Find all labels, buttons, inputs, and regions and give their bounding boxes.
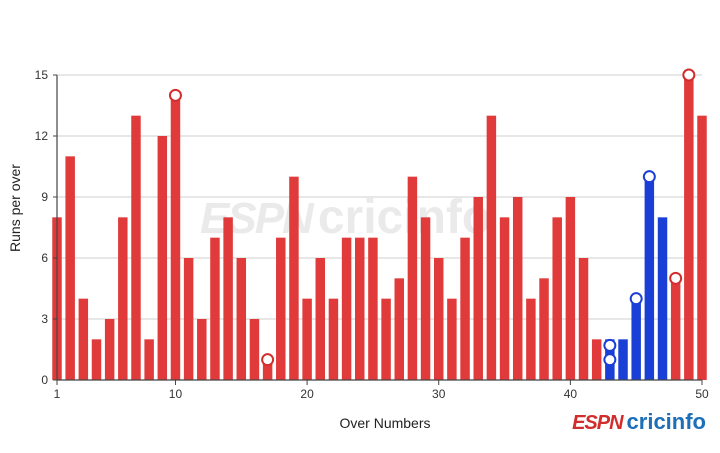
bar-over-31	[447, 298, 457, 380]
bar-over-49	[684, 75, 694, 380]
x-axis-title: Over Numbers	[339, 415, 430, 431]
grid-lines	[57, 74, 702, 320]
x-tick-label: 1	[54, 387, 61, 401]
bar-over-16	[249, 319, 260, 380]
bar-over-29	[420, 217, 431, 380]
espncricinfo-logo: ESPN cricinfo	[572, 409, 706, 435]
bar-over-39	[552, 217, 562, 380]
x-tick-label: 20	[300, 387, 314, 401]
bar-over-35	[499, 217, 510, 380]
bar-over-50	[697, 115, 707, 381]
bar-over-42	[591, 339, 602, 380]
x-tick-label: 30	[432, 387, 446, 401]
wicket-marker	[682, 68, 696, 82]
wicket-marker	[603, 338, 617, 352]
bar-over-17	[262, 359, 273, 380]
y-tick-label: 6	[41, 251, 48, 265]
bar-over-28	[407, 176, 418, 380]
wicket-marker	[669, 271, 683, 285]
bar-over-26	[381, 298, 391, 380]
bar-over-15	[236, 258, 247, 380]
bar-over-12	[197, 319, 207, 380]
bar-over-46	[644, 176, 655, 380]
bar-over-30	[433, 258, 444, 380]
bar-over-38	[539, 278, 549, 380]
x-tick-label: 40	[564, 387, 578, 401]
bar-over-20	[302, 298, 312, 380]
bars	[52, 75, 707, 381]
y-axis-title: Runs per over	[7, 164, 23, 252]
bar-over-14	[223, 217, 233, 380]
wicket-marker	[642, 170, 656, 184]
wicket-markers	[168, 68, 696, 367]
y-tick-label: 12	[35, 129, 49, 143]
bar-over-10	[170, 95, 181, 380]
bar-over-4	[91, 339, 102, 380]
bar-over-44	[618, 339, 628, 380]
wicket-marker	[603, 353, 617, 367]
bar-over-48	[670, 278, 681, 380]
bar-over-19	[289, 176, 299, 380]
bar-over-7	[131, 115, 141, 381]
bar-over-41	[578, 258, 589, 380]
bar-over-3	[78, 298, 89, 380]
bar-over-21	[315, 258, 326, 380]
bar-over-40	[565, 197, 576, 380]
bar-over-45	[631, 298, 641, 380]
bar-over-9	[157, 136, 168, 380]
bar-over-2	[65, 156, 75, 380]
bar-over-33	[473, 197, 483, 380]
bar-over-11	[183, 258, 194, 380]
y-tick-label: 15	[35, 68, 49, 82]
bar-over-18	[276, 237, 286, 380]
bar-over-8	[144, 339, 154, 380]
bar-over-32	[460, 237, 470, 380]
logo-espn: ESPN	[572, 412, 623, 434]
bar-over-37	[526, 298, 536, 380]
logo-cricinfo: cricinfo	[626, 409, 706, 434]
bar-over-47	[657, 217, 668, 380]
y-tick-label: 3	[41, 312, 48, 326]
x-tick-label: 10	[169, 387, 183, 401]
bar-over-36	[512, 197, 523, 380]
bar-over-6	[118, 217, 128, 380]
bar-over-24	[355, 237, 365, 380]
y-tick-label: 9	[41, 190, 48, 204]
bar-over-13	[210, 237, 220, 380]
y-tick-label: 0	[41, 373, 48, 387]
bar-over-22	[328, 298, 339, 380]
bar-over-25	[368, 237, 378, 380]
bar-over-5	[104, 319, 115, 380]
bar-over-34	[486, 115, 497, 381]
bar-over-23	[341, 237, 352, 380]
bar-over-27	[394, 278, 404, 380]
x-tick-label: 50	[695, 387, 709, 401]
wicket-marker	[261, 353, 275, 367]
wicket-marker	[629, 292, 643, 306]
axes: 0 3 6 9 12 15 1 10 20 30 40 50	[35, 68, 709, 401]
wicket-marker	[168, 88, 182, 102]
